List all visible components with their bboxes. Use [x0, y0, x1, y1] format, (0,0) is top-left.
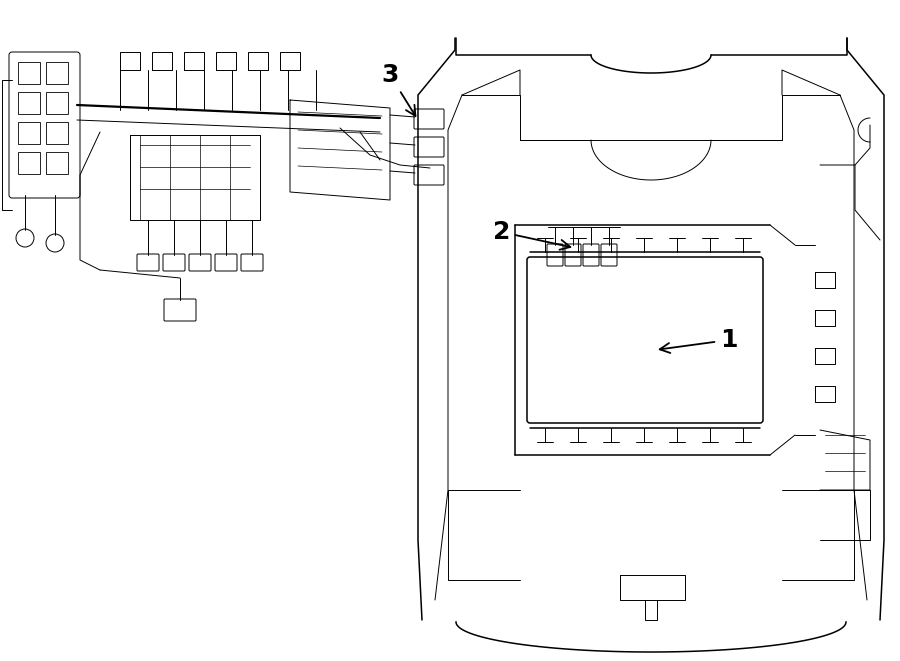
- Text: 3: 3: [382, 63, 416, 116]
- Bar: [18, 152, 40, 174]
- Bar: [18, 92, 40, 114]
- Text: 2: 2: [492, 220, 571, 250]
- Bar: [46, 92, 68, 114]
- Bar: [18, 122, 40, 144]
- Bar: [46, 152, 68, 174]
- Bar: [46, 122, 68, 144]
- Text: 1: 1: [660, 328, 737, 353]
- Bar: [46, 62, 68, 84]
- Bar: [18, 62, 40, 84]
